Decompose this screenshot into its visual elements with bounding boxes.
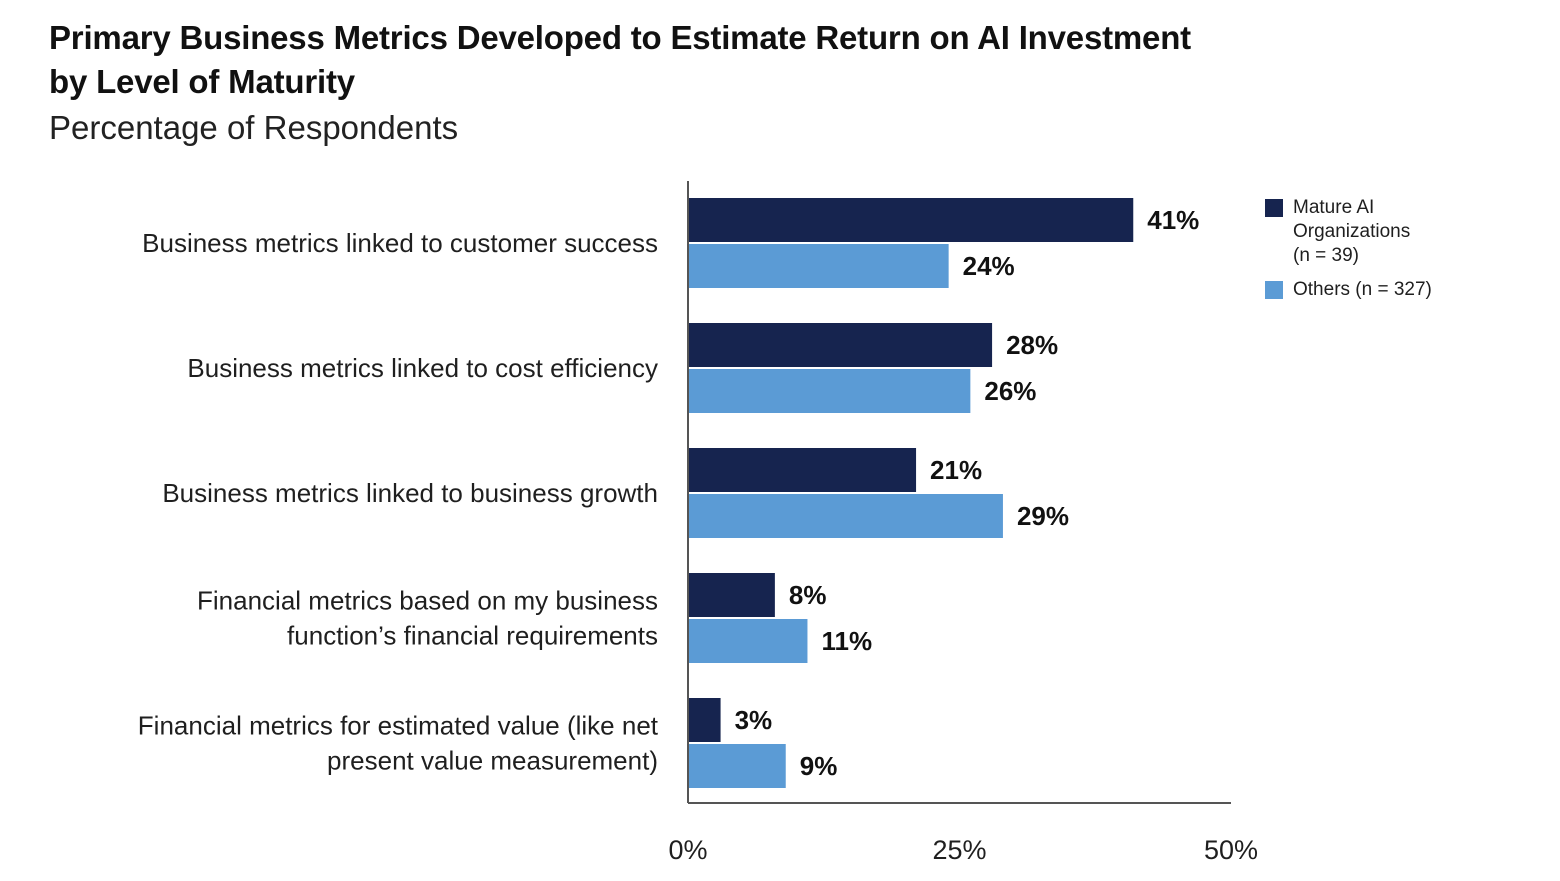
legend-item-others: Others (n = 327) <box>1265 278 1485 302</box>
bar-others <box>689 744 786 788</box>
chart-title-line-1: Primary Business Metrics Developed to Es… <box>49 19 1191 56</box>
category-label: function’s financial requirements <box>287 621 658 651</box>
bar-others <box>689 494 1003 538</box>
data-label-others: 11% <box>821 626 872 656</box>
category-label: Financial metrics for estimated value (l… <box>138 711 659 741</box>
legend: Mature AI Organizations (n = 39) Others … <box>1265 196 1485 312</box>
bar-others <box>689 369 971 413</box>
chart-subtitle: Percentage of Respondents <box>49 109 459 146</box>
data-label-mature: 3% <box>735 705 773 735</box>
bar-mature <box>689 323 993 367</box>
bar-mature <box>689 573 775 617</box>
data-label-others: 26% <box>984 376 1036 406</box>
legend-label-others: Others (n = 327) <box>1293 279 1432 300</box>
legend-label-mature-line-3: (n = 39) <box>1293 245 1360 266</box>
data-label-mature: 28% <box>1006 330 1058 360</box>
data-label-mature: 41% <box>1147 205 1199 235</box>
bar-mature <box>689 698 721 742</box>
bar-others <box>689 244 949 288</box>
x-tick-label: 25% <box>932 835 986 865</box>
data-label-others: 24% <box>963 251 1015 281</box>
category-label: present value measurement) <box>327 746 658 776</box>
data-label-others: 9% <box>800 751 838 781</box>
legend-swatch-mature <box>1265 199 1283 217</box>
category-label: Financial metrics based on my business <box>197 586 658 616</box>
category-label: Business metrics linked to customer succ… <box>142 228 658 258</box>
legend-label-mature: Mature AI Organizations (n = 39) <box>1293 196 1410 268</box>
data-label-mature: 21% <box>930 455 982 485</box>
category-label: Business metrics linked to business grow… <box>162 478 658 508</box>
legend-label-mature-line-2: Organizations <box>1293 221 1411 242</box>
x-tick-label: 50% <box>1204 835 1258 865</box>
data-label-mature: 8% <box>789 580 827 610</box>
data-label-others: 29% <box>1017 501 1069 531</box>
category-label: Business metrics linked to cost efficien… <box>187 353 658 383</box>
legend-swatch-others <box>1265 281 1283 299</box>
chart-title-line-2: by Level of Maturity <box>49 63 355 100</box>
chart-title: Primary Business Metrics Developed to Es… <box>49 16 1191 104</box>
x-tick-label: 0% <box>668 835 707 865</box>
legend-label-mature-line-1: Mature AI <box>1293 197 1375 218</box>
legend-item-mature: Mature AI Organizations (n = 39) <box>1265 196 1485 268</box>
bar-mature <box>689 198 1134 242</box>
bar-others <box>689 619 808 663</box>
bar-mature <box>689 448 917 492</box>
